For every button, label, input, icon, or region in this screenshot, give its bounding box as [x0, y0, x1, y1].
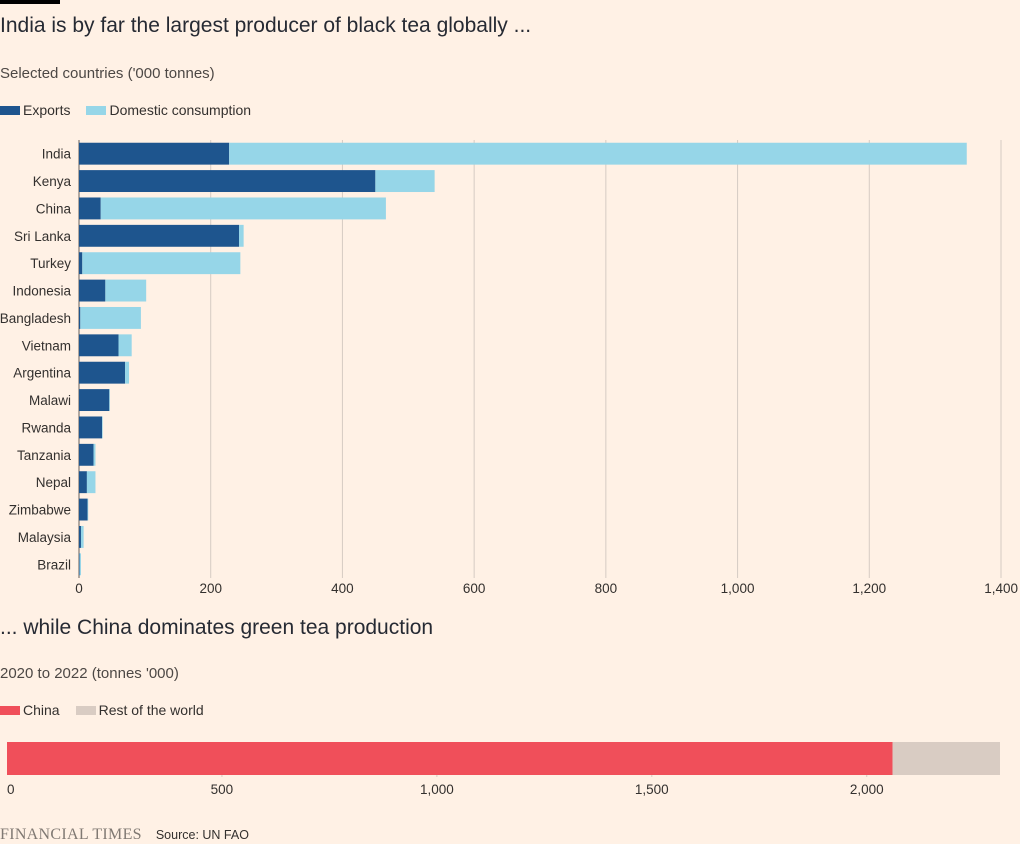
bar-malaysia-exports — [79, 525, 81, 548]
bar-turkey-exports — [79, 252, 83, 275]
bar-bangladesh-exports — [79, 306, 81, 329]
legend-swatch-exports — [0, 105, 20, 115]
bar-tanzania-exports — [79, 443, 94, 466]
bar-brazil-domestic-consumption — [79, 553, 81, 576]
bar-nepal-domestic-consumption — [86, 471, 96, 494]
chart2-legend: China Rest of the world — [0, 702, 220, 718]
bar-rwanda-exports — [79, 416, 103, 439]
legend-label-exports: Exports — [23, 102, 71, 118]
bar-nepal-exports — [79, 471, 87, 494]
chart2-title: ... while China dominates green tea prod… — [0, 616, 434, 639]
x-tick-label: 1,200 — [852, 581, 886, 596]
chart1-title: India is by far the largest producer of … — [0, 14, 532, 37]
legend-swatch-china — [0, 705, 20, 715]
bar-turkey-domestic-consumption — [82, 252, 241, 275]
black-tea-bar-chart: 0 200 400 600 800 1,000 1,200 1,400 India Kenya Ch… — [0, 140, 1018, 596]
ft-logo: FINANCIAL TIMES — [0, 826, 142, 843]
x-tick-label: 1,400 — [984, 581, 1018, 596]
y-tick-label: Malawi — [29, 393, 71, 408]
y-tick-label: Bangladesh — [0, 311, 71, 326]
legend-item-domestic: Domestic consumption — [86, 102, 251, 118]
y-tick-label: China — [36, 201, 72, 216]
footer: FINANCIAL TIMES Source: UN FAO — [0, 826, 249, 844]
legend-item-china: China — [0, 702, 60, 718]
legend-item-exports: Exports — [0, 102, 70, 118]
bar-zimbabwe-domestic-consumption — [87, 498, 89, 521]
bar-indonesia-domestic-consumption — [105, 279, 147, 302]
legend-swatch-rest — [75, 705, 96, 715]
source-note: Source: UN FAO — [155, 828, 249, 842]
bar-indonesia-exports — [79, 279, 106, 302]
x-tick-label: 600 — [463, 581, 486, 596]
bar-brazil-exports — [79, 553, 80, 576]
legend-label-domestic: Domestic consumption — [109, 102, 252, 118]
y-tick-label: Turkey — [30, 256, 71, 271]
bar-rwanda-domestic-consumption — [102, 416, 103, 439]
legend-swatch-domestic — [86, 105, 107, 115]
bar-green-tea-china — [7, 742, 893, 775]
bar-vietnam-exports — [79, 334, 119, 357]
x-tick-label: 1,500 — [635, 782, 669, 797]
chart2-subtitle: 2020 to 2022 (tonnes '000) — [0, 665, 179, 682]
bar-malawi-domestic-consumption — [109, 389, 110, 412]
legend-label-rest: Rest of the world — [98, 702, 204, 718]
y-tick-label: Nepal — [36, 475, 71, 490]
y-tick-label: India — [42, 147, 72, 162]
y-tick-label: Vietnam — [22, 338, 71, 353]
y-tick-label: Argentina — [13, 366, 71, 381]
green-tea-bar-chart: 0 500 1,000 1,500 2,000 — [7, 742, 1000, 797]
y-tick-label: Kenya — [33, 174, 72, 189]
x-tick-label: 400 — [331, 581, 354, 596]
bar-vietnam-domestic-consumption — [118, 334, 132, 357]
x-tick-label: 1,000 — [420, 782, 454, 797]
bar-green-tea-rest-of-the-world — [892, 742, 1000, 775]
bar-argentina-domestic-consumption — [125, 361, 130, 384]
bar-tanzania-domestic-consumption — [93, 443, 96, 466]
chart1-subtitle: Selected countries ('000 tonnes) — [0, 65, 215, 82]
y-tick-label: Indonesia — [12, 284, 71, 299]
bar-kenya-exports — [79, 170, 376, 193]
bar-argentina-exports — [79, 361, 126, 384]
x-tick-label: 800 — [595, 581, 618, 596]
x-tick-label: 200 — [199, 581, 222, 596]
bar-sri-lanka-exports — [79, 224, 240, 247]
bar-india-exports — [79, 142, 230, 165]
x-tick-label: 500 — [211, 782, 234, 797]
bar-china-exports — [79, 197, 101, 220]
y-tick-label: Sri Lanka — [14, 229, 72, 244]
bar-china-domestic-consumption — [100, 197, 386, 220]
x-tick-label: 0 — [75, 581, 83, 596]
y-tick-label: Brazil — [37, 557, 71, 572]
legend-label-china: China — [23, 702, 60, 718]
top-accent-bar — [0, 0, 60, 4]
bar-zimbabwe-exports — [79, 498, 88, 521]
bar-kenya-domestic-consumption — [375, 170, 435, 193]
legend-item-rest: Rest of the world — [75, 702, 204, 718]
bar-sri-lanka-domestic-consumption — [239, 224, 244, 247]
bar-malawi-exports — [79, 389, 110, 412]
y-tick-label: Zimbabwe — [9, 503, 71, 518]
bar-bangladesh-domestic-consumption — [80, 306, 141, 329]
bar-malaysia-domestic-consumption — [80, 525, 84, 548]
bar-india-domestic-consumption — [229, 142, 967, 165]
chart1-legend: Exports Domestic consumption — [0, 102, 267, 118]
y-tick-label: Malaysia — [18, 530, 72, 545]
x-tick-label: 0 — [7, 782, 15, 797]
x-tick-label: 1,000 — [721, 581, 755, 596]
y-tick-label: Tanzania — [17, 448, 72, 463]
y-tick-label: Rwanda — [21, 420, 71, 435]
x-tick-label: 2,000 — [850, 782, 884, 797]
